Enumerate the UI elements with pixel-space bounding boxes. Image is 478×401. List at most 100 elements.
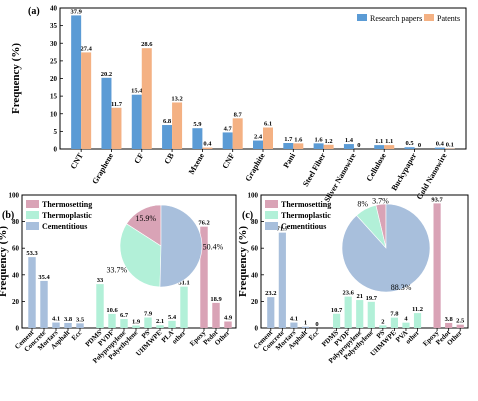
- panel-a-data-label: 13.2: [171, 95, 182, 102]
- panel-a-data-label: 15.4: [131, 88, 143, 95]
- panel-c-bar-thermoplastic: [344, 296, 352, 328]
- panel-c-bar-thermosetting: [433, 203, 441, 328]
- panel-b-pie-label-thermosetting: 15.9%: [135, 214, 156, 223]
- panel-b-pie-label-thermoplastic: 33.7%: [106, 265, 127, 274]
- panel-a-data-label: 0.5: [405, 140, 414, 147]
- panel-b-bar-cementitious: [76, 323, 84, 328]
- panel-a-ytick-label: 25: [50, 57, 58, 65]
- panel-a-label: (a): [28, 6, 40, 17]
- panel-a-ytick-label: 0: [54, 146, 58, 154]
- panel-b-data-label: 7.9: [144, 310, 153, 317]
- panel-b-bar-thermosetting: [224, 321, 232, 328]
- panel-b-data-label: 33: [97, 277, 104, 284]
- panel-c-ytick-label: 0: [255, 325, 259, 333]
- panel-c-xtick-label: other: [404, 329, 421, 346]
- panel-b-bar-cementitious: [52, 322, 60, 328]
- panel-c-data-label: 71.7: [277, 226, 289, 233]
- panel-a-bar-research: [434, 147, 445, 149]
- panel-a-data-label: 6.8: [163, 118, 172, 125]
- panel-c-ytick-label: 60: [251, 245, 259, 253]
- panel-c-pie-label-thermosetting: 3.7%: [372, 196, 389, 205]
- panel-b-ytick-label: 60: [12, 245, 20, 253]
- panel-a-bar-research: [131, 94, 142, 149]
- panel-c-legend-swatch-thermoplastic: [265, 211, 278, 219]
- panel-a-data-label: 0.1: [446, 142, 454, 149]
- panel-b-data-label: 18.9: [210, 296, 222, 303]
- panel-b-data-label: 4.1: [52, 316, 60, 323]
- panel-b-pie-slice-thermoplastic: [119, 223, 162, 288]
- panel-b-legend-swatch-thermoplastic: [26, 211, 39, 219]
- panel-a-data-label: 0: [357, 142, 360, 149]
- panel-c-pie-label-cementitious: 88.3%: [391, 283, 412, 292]
- panel-b-xtick-label: PS: [140, 329, 152, 341]
- panel-b-legend-swatch-cementitious: [26, 222, 39, 230]
- panel-b-data-label: 10.6: [106, 307, 118, 314]
- panel-a-bar-patent: [81, 52, 92, 149]
- panel-b-bar-thermoplastic: [168, 320, 176, 328]
- panel-c-bar-cementitious: [301, 326, 310, 328]
- panel-a-xtick-label: Graphene: [90, 151, 115, 186]
- panel-c-data-label: 2.5: [456, 318, 465, 325]
- panel-a-bar-patent: [323, 144, 334, 149]
- panel-a-data-label: 1.7: [284, 136, 293, 143]
- panel-a-xtick-label: Mxene: [187, 151, 207, 176]
- panel-a-xtick-label: Gold Nanowire: [415, 151, 449, 201]
- panel-c-pie-label-thermoplastic: 8%: [357, 200, 368, 209]
- panel-c-xtick-label: PS: [375, 329, 387, 341]
- panel-a-data-label: 1.2: [325, 138, 333, 145]
- panel-b-data-label: 3.5: [76, 316, 85, 323]
- panel-c-data-label: 3.8: [445, 316, 454, 323]
- panel-a-data-label: 2.4: [254, 134, 263, 141]
- panel-c-data-label: 2: [381, 318, 384, 325]
- panel-b-legend-label-thermoplastic: Thermoplastic: [42, 211, 92, 220]
- panel-b-bar-thermoplastic: [180, 286, 188, 328]
- panel-c-data-label: 93.7: [431, 196, 443, 203]
- panel-c-bar-thermosetting: [456, 324, 464, 328]
- panel-a-ytick-label: 30: [50, 40, 58, 48]
- panel-a-data-label: 0.4: [436, 141, 445, 148]
- panel-c-data-label: 23.6: [342, 290, 354, 297]
- panel-c-legend-label-cementitious: Cementitious: [281, 222, 326, 231]
- panel-c-ytick-label: 40: [251, 271, 259, 279]
- panel-b-data-label: 31.1: [178, 280, 189, 287]
- panel-a-legend-label-research: Research papers: [370, 14, 422, 23]
- panel-a-ytick-label: 20: [50, 75, 58, 83]
- panel-a-xtick-label: CNF: [220, 151, 236, 170]
- panel-c-data-label: 0: [315, 321, 318, 328]
- panel-b-ytick-label: 100: [9, 192, 20, 200]
- panel-a-data-label: 5.9: [193, 121, 202, 128]
- panel-a-xtick-label: Cellulose: [365, 151, 389, 183]
- panel-c-pie-slice-cementitious: [341, 203, 431, 293]
- panel-b-data-label: 35.4: [38, 274, 50, 281]
- panel-b-bar-thermoplastic: [120, 319, 128, 328]
- panel-a-bar-patent: [111, 107, 122, 149]
- panel-a-xtick-label: CB: [162, 151, 176, 166]
- panel-a-bar-research: [101, 77, 112, 149]
- panel-a-data-label: 11.7: [111, 101, 123, 108]
- panel-b-bar-cementitious: [64, 322, 72, 328]
- panel-b-ylabel: Frequency (%): [0, 226, 9, 297]
- panel-c-frame: [260, 194, 469, 329]
- panel-a-ytick-label: 10: [50, 110, 58, 118]
- panel-b-bar-thermoplastic: [156, 325, 164, 328]
- panel-b-pie-slice-cementitious: [159, 204, 203, 288]
- panel-b-bar-cementitious: [28, 257, 36, 328]
- panel-c-ytick-label: 80: [251, 218, 259, 226]
- panel-c-data-label: 4: [404, 316, 408, 323]
- panel-a-data-label: 6.1: [264, 120, 272, 127]
- panel-a-ytick-label: 15: [50, 93, 58, 101]
- panel-b-data-label: 2.1: [156, 318, 164, 325]
- panel-c-data-label: 7.8: [390, 311, 399, 318]
- panel-a-data-label: 1.6: [294, 136, 303, 143]
- panel-b-ytick-label: 20: [12, 298, 20, 306]
- panel-c-bar-thermoplastic: [413, 313, 422, 328]
- panel-a-data-label: 28.6: [141, 41, 153, 48]
- panel-b-data-label: 1.9: [132, 318, 141, 325]
- panel-a-bar-patent: [263, 127, 273, 149]
- panel-c-data-label: 4.1: [290, 316, 298, 323]
- panel-b-label: (b): [2, 210, 14, 221]
- panel-c-data-label: 10.7: [331, 307, 343, 314]
- panel-a-ytick-label: 35: [50, 22, 58, 30]
- panel-c-data-label: 1: [304, 320, 307, 327]
